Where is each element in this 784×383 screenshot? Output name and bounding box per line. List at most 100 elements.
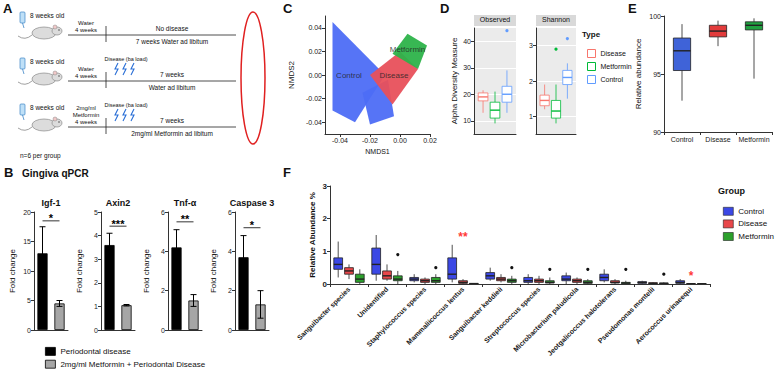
svg-text:Metformin: Metformin [73, 112, 100, 118]
svg-text:Water ad libitum: Water ad libitum [149, 84, 196, 91]
svg-text:Axin2: Axin2 [106, 198, 131, 208]
svg-text:4: 4 [94, 232, 98, 239]
svg-text:F: F [283, 165, 291, 180]
svg-text:**: ** [181, 213, 190, 225]
svg-text:Fold change: Fold change [142, 248, 151, 293]
svg-text:2mg/ml Metformin ad libitum: 2mg/ml Metformin ad libitum [131, 130, 213, 138]
svg-text:Disease: Disease [380, 71, 409, 80]
svg-text:Control: Control [671, 136, 694, 143]
svg-text:Control: Control [738, 207, 764, 216]
svg-text:4 weeks: 4 weeks [75, 73, 97, 79]
svg-text:Periodontal disease: Periodontal disease [60, 347, 131, 356]
svg-text:Sanguibacter species: Sanguibacter species [296, 285, 353, 342]
svg-text:Fold change: Fold change [75, 248, 84, 293]
svg-text:Gingiva qPCR: Gingiva qPCR [22, 168, 89, 179]
svg-text:n=6 per group: n=6 per group [20, 152, 61, 160]
svg-text:4: 4 [161, 248, 165, 255]
svg-text:Fold change: Fold change [209, 248, 218, 293]
svg-text:4: 4 [228, 248, 232, 255]
svg-text:Control: Control [601, 76, 624, 83]
svg-text:0.02: 0.02 [423, 137, 437, 144]
svg-text:1: 1 [94, 303, 98, 310]
svg-text:Caspase 3: Caspase 3 [230, 198, 275, 208]
svg-text:Unidentified: Unidentified [356, 286, 389, 319]
svg-text:5: 5 [94, 209, 98, 216]
svg-text:10: 10 [23, 268, 31, 275]
svg-text:90: 90 [653, 129, 661, 136]
svg-text:Relative Abundance %: Relative Abundance % [308, 192, 317, 278]
svg-text:Metformin: Metformin [738, 232, 774, 241]
svg-text:Metformin: Metformin [390, 45, 426, 54]
svg-text:3: 3 [323, 182, 328, 191]
svg-text:0.04: 0.04 [308, 24, 322, 31]
svg-text:0.02: 0.02 [308, 48, 322, 55]
svg-text:NMDS2: NMDS2 [287, 60, 296, 89]
svg-text:*: * [250, 219, 255, 231]
svg-text:4 weeks: 4 weeks [75, 119, 97, 125]
svg-text:0: 0 [94, 327, 98, 334]
svg-text:Observed: Observed [480, 16, 510, 23]
svg-text:0: 0 [27, 327, 31, 334]
svg-text:Metformin: Metformin [738, 136, 769, 143]
svg-text:8 weeks old: 8 weeks old [30, 58, 65, 65]
svg-text:Water: Water [78, 20, 94, 26]
svg-text:20: 20 [23, 209, 31, 216]
svg-text:E: E [628, 1, 637, 16]
svg-text:A: A [3, 1, 13, 16]
svg-text:2mg/ml: 2mg/ml [76, 105, 96, 111]
svg-text:Disease (ba load): Disease (ba load) [104, 102, 147, 108]
svg-text:4 weeks: 4 weeks [75, 27, 97, 33]
svg-text:B: B [4, 165, 13, 180]
svg-text:95: 95 [653, 71, 661, 78]
svg-text:2: 2 [94, 279, 98, 286]
svg-text:Relative abundance: Relative abundance [634, 38, 643, 109]
svg-text:Control: Control [336, 71, 362, 80]
svg-text:Microbacterium paludicola: Microbacterium paludicola [512, 285, 580, 353]
svg-text:Group: Group [718, 186, 745, 196]
svg-text:6: 6 [161, 209, 165, 216]
svg-text:-0.04: -0.04 [332, 137, 348, 144]
svg-text:6: 6 [228, 209, 232, 216]
svg-text:Staphylococcus species: Staphylococcus species [365, 285, 428, 348]
svg-text:1: 1 [323, 247, 328, 256]
svg-text:Fold change: Fold change [8, 248, 17, 293]
svg-text:Tnf-α: Tnf-α [174, 198, 197, 208]
svg-text:Disease: Disease [738, 219, 767, 228]
svg-text:***: *** [112, 218, 126, 230]
svg-text:2: 2 [161, 287, 165, 294]
svg-text:5: 5 [27, 297, 31, 304]
svg-text:Igf-1: Igf-1 [42, 198, 61, 208]
svg-text:7 weeks: 7 weeks [160, 71, 185, 78]
svg-text:Disease (ba load): Disease (ba load) [104, 56, 147, 62]
svg-text:NMDS1: NMDS1 [365, 148, 390, 155]
svg-text:2: 2 [228, 287, 232, 294]
svg-text:Alpha Diversity Measure: Alpha Diversity Measure [450, 37, 459, 124]
svg-text:0.00: 0.00 [308, 72, 322, 79]
svg-text:7 weeks Water ad libitum: 7 weeks Water ad libitum [136, 38, 208, 45]
svg-text:D: D [440, 1, 449, 16]
svg-text:2mg/ml Metformin + Periodontal: 2mg/ml Metformin + Periodontal Disease [60, 360, 205, 369]
svg-text:*: * [689, 269, 694, 283]
svg-text:Disease: Disease [601, 50, 626, 57]
svg-text:10: 10 [463, 117, 471, 124]
svg-text:Metformin: Metformin [601, 63, 632, 70]
svg-text:30: 30 [463, 64, 471, 71]
svg-text:-0.04: -0.04 [306, 119, 322, 126]
svg-text:**: ** [458, 230, 468, 244]
svg-text:40: 40 [463, 38, 471, 45]
svg-text:0: 0 [228, 327, 232, 334]
svg-text:C: C [283, 1, 293, 16]
svg-text:1: 1 [529, 113, 533, 120]
svg-text:3: 3 [529, 42, 533, 49]
svg-text:0: 0 [323, 280, 328, 289]
svg-text:Water: Water [78, 66, 94, 72]
svg-text:3: 3 [94, 256, 98, 263]
svg-text:2: 2 [529, 78, 533, 85]
svg-text:Disease: Disease [705, 136, 730, 143]
svg-text:Type: Type [582, 30, 601, 39]
svg-text:20: 20 [463, 91, 471, 98]
svg-text:-0.02: -0.02 [362, 137, 378, 144]
svg-text:Jeotgalicoccus halotolerans: Jeotgalicoccus halotolerans [546, 285, 618, 357]
svg-text:0: 0 [161, 327, 165, 334]
svg-text:-0.02: -0.02 [306, 95, 322, 102]
